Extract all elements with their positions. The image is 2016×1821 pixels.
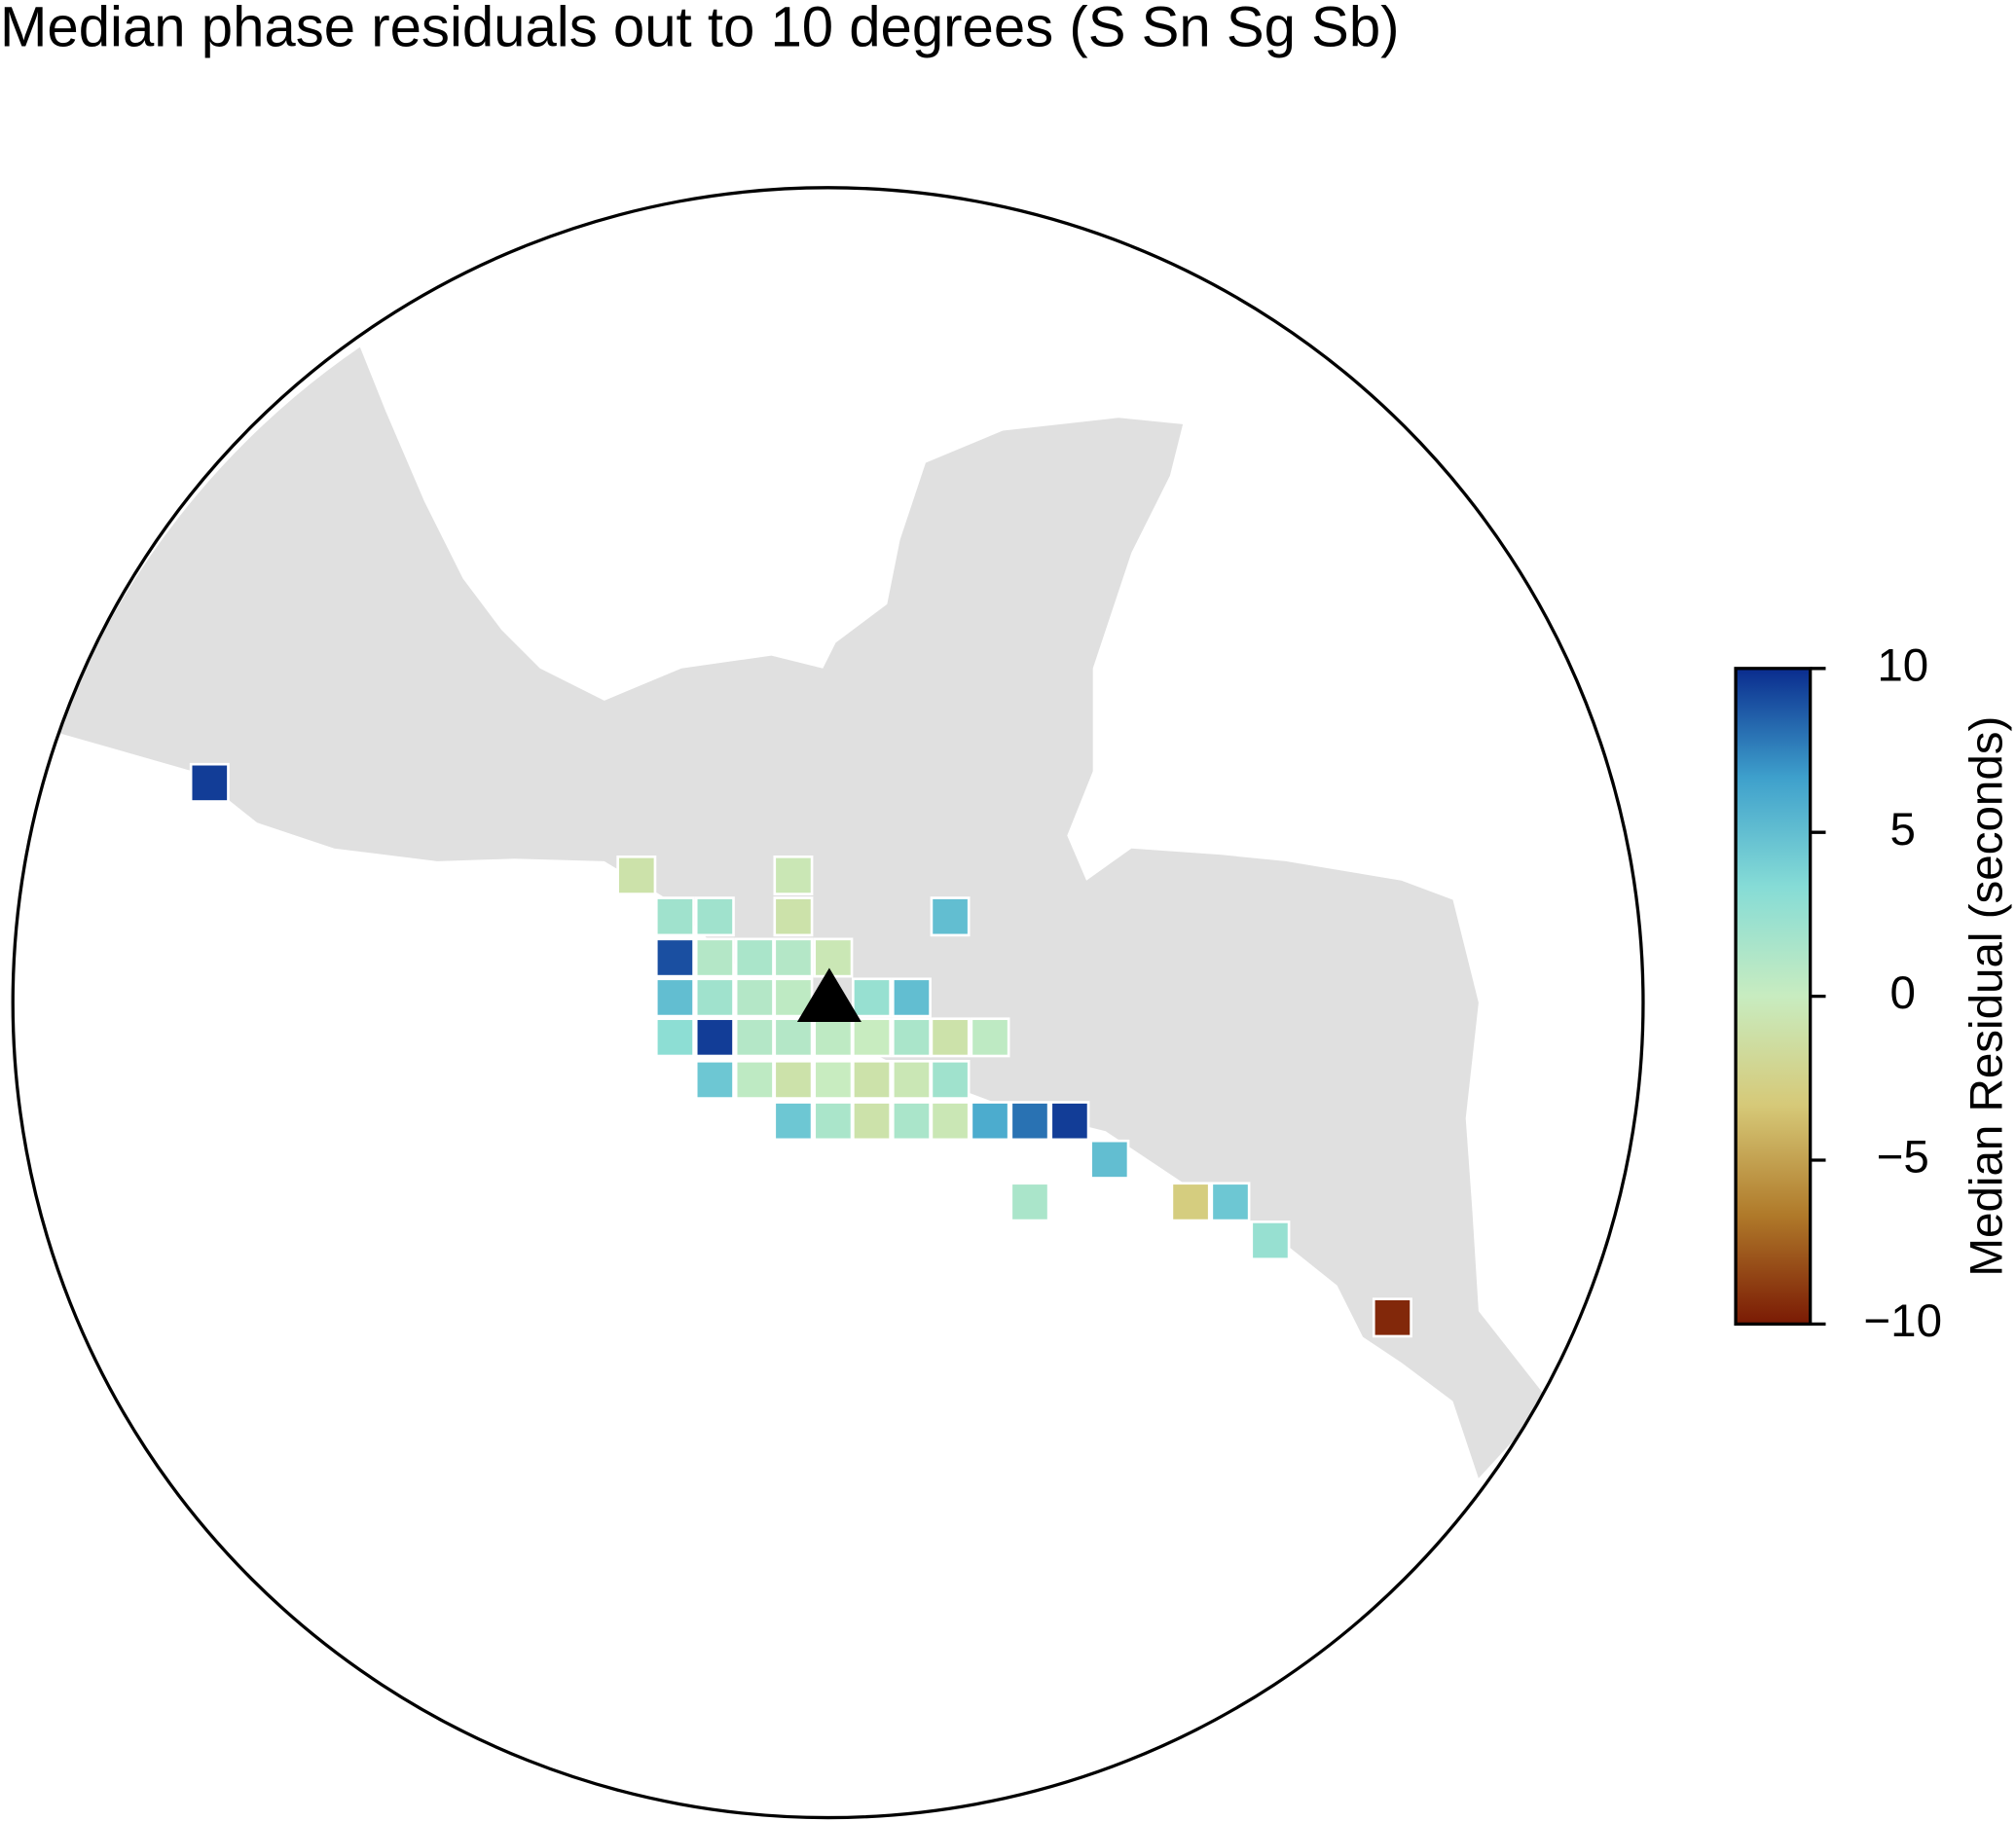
cell [189, 762, 230, 803]
cell [654, 1017, 695, 1058]
cell [852, 1101, 892, 1142]
cell [970, 1017, 1010, 1058]
cell [1210, 1182, 1251, 1222]
cell [773, 896, 814, 937]
cell [1250, 1220, 1291, 1261]
cell [930, 896, 971, 937]
cell [813, 1017, 854, 1058]
cell [694, 1059, 735, 1100]
colorbar-tick-label: 10 [1877, 639, 1928, 691]
cell [734, 977, 775, 1018]
cell [654, 896, 695, 937]
colorbar: −10 −5 0 5 10 [1734, 639, 1942, 1347]
colorbar-tick-label: 0 [1890, 967, 1916, 1019]
cell [654, 977, 695, 1018]
cell [773, 1017, 814, 1058]
station-marker [796, 967, 861, 1023]
cell [891, 1059, 932, 1100]
cell [1049, 1101, 1090, 1142]
cell [813, 937, 854, 978]
cell [813, 1101, 854, 1142]
cell [1009, 1101, 1050, 1142]
cell [1089, 1139, 1130, 1180]
colorbar-tick-label: −5 [1877, 1132, 1929, 1184]
cell [734, 1059, 775, 1100]
cell [694, 937, 735, 978]
colorbar-tick-label: 5 [1890, 804, 1916, 856]
cell [616, 855, 657, 895]
cell [1170, 1182, 1211, 1222]
cell [773, 855, 814, 895]
cell [773, 1059, 814, 1100]
cell [773, 1101, 814, 1142]
map-area [57, 346, 1550, 1478]
cell [852, 1017, 892, 1058]
cell [930, 1059, 971, 1100]
cell [891, 1017, 932, 1058]
cell [930, 1101, 971, 1142]
cell [734, 1017, 775, 1058]
cell [852, 977, 892, 1018]
cell [1372, 1297, 1412, 1338]
cell [734, 937, 775, 978]
cell [694, 977, 735, 1018]
cells [189, 762, 1412, 1338]
cell [891, 977, 932, 1018]
cell [852, 1059, 892, 1100]
cell [654, 937, 695, 978]
chart-title: Median phase residuals out to 10 degrees… [0, 0, 1399, 59]
cell [694, 896, 735, 937]
colorbar-scale [1734, 667, 1813, 1327]
colorbar-label: Median Residual (seconds) [1961, 716, 2012, 1277]
cell [773, 937, 814, 978]
cell [891, 1101, 932, 1142]
cell [694, 1017, 735, 1058]
globe-outline [11, 186, 1645, 1820]
cell [1009, 1182, 1050, 1222]
cell [970, 1101, 1010, 1142]
cell [930, 1017, 971, 1058]
cell [813, 1059, 854, 1100]
colorbar-tick-label: −10 [1863, 1295, 1942, 1347]
